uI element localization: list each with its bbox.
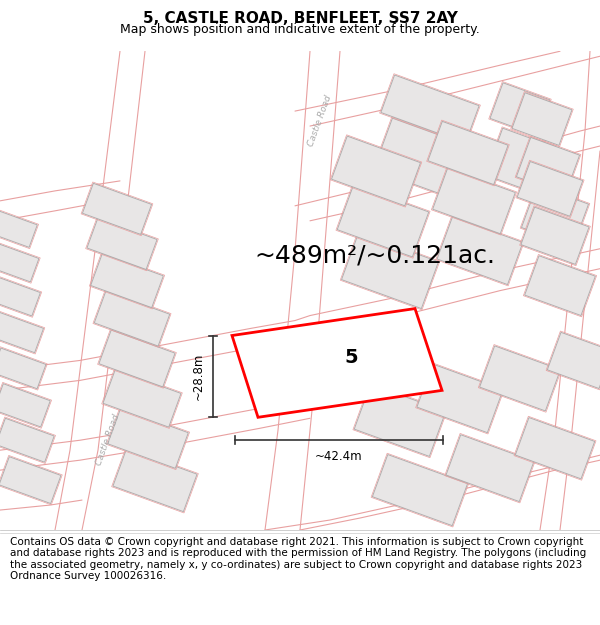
Polygon shape bbox=[517, 138, 580, 194]
Text: ~489m²/~0.121ac.: ~489m²/~0.121ac. bbox=[254, 244, 496, 268]
Polygon shape bbox=[0, 244, 39, 282]
Polygon shape bbox=[490, 82, 550, 136]
Polygon shape bbox=[485, 128, 554, 194]
Polygon shape bbox=[0, 418, 54, 462]
Polygon shape bbox=[479, 346, 560, 411]
Polygon shape bbox=[521, 186, 589, 246]
Polygon shape bbox=[515, 418, 595, 479]
Polygon shape bbox=[524, 256, 595, 316]
Polygon shape bbox=[99, 330, 175, 387]
Polygon shape bbox=[0, 384, 50, 427]
Polygon shape bbox=[437, 217, 523, 284]
Polygon shape bbox=[0, 457, 61, 504]
Polygon shape bbox=[433, 168, 515, 234]
Polygon shape bbox=[113, 449, 197, 512]
Polygon shape bbox=[373, 454, 467, 526]
Polygon shape bbox=[103, 369, 181, 427]
Polygon shape bbox=[0, 210, 37, 248]
Text: ~28.8m: ~28.8m bbox=[192, 352, 205, 400]
Polygon shape bbox=[94, 291, 170, 346]
Polygon shape bbox=[91, 254, 163, 308]
Polygon shape bbox=[417, 364, 503, 432]
Polygon shape bbox=[512, 92, 572, 146]
Text: 5, CASTLE ROAD, BENFLEET, SS7 2AY: 5, CASTLE ROAD, BENFLEET, SS7 2AY bbox=[143, 11, 457, 26]
Polygon shape bbox=[87, 218, 157, 269]
Polygon shape bbox=[354, 384, 446, 456]
Polygon shape bbox=[517, 161, 583, 216]
Polygon shape bbox=[446, 435, 534, 502]
Polygon shape bbox=[232, 309, 442, 418]
Polygon shape bbox=[547, 332, 600, 389]
Text: Castle Road: Castle Road bbox=[307, 94, 334, 148]
Text: ~42.4m: ~42.4m bbox=[315, 450, 363, 463]
Polygon shape bbox=[374, 118, 487, 204]
Polygon shape bbox=[521, 207, 589, 264]
Polygon shape bbox=[0, 312, 44, 352]
Polygon shape bbox=[331, 136, 421, 206]
Polygon shape bbox=[82, 183, 152, 234]
Polygon shape bbox=[107, 408, 188, 468]
Polygon shape bbox=[341, 232, 439, 309]
Polygon shape bbox=[381, 75, 479, 143]
Text: Contains OS data © Crown copyright and database right 2021. This information is : Contains OS data © Crown copyright and d… bbox=[10, 537, 586, 581]
Text: Castle Road: Castle Road bbox=[95, 413, 121, 467]
Polygon shape bbox=[0, 278, 40, 316]
Polygon shape bbox=[337, 184, 429, 257]
Text: 5: 5 bbox=[345, 349, 359, 368]
Polygon shape bbox=[0, 348, 46, 389]
Polygon shape bbox=[428, 121, 508, 184]
Text: Map shows position and indicative extent of the property.: Map shows position and indicative extent… bbox=[120, 23, 480, 36]
